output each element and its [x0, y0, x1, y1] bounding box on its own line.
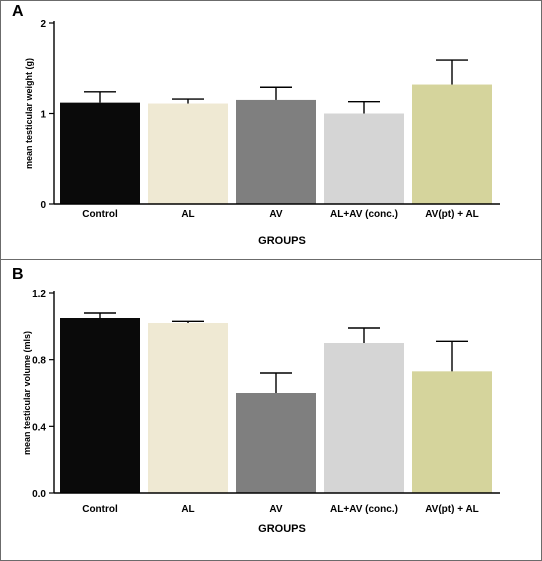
panel-a-y-tick-label-1: 0 — [40, 200, 46, 211]
panel-a-bar-4 — [324, 113, 404, 204]
panel-b-bar-3 — [236, 393, 316, 493]
panel-a-label: A — [12, 3, 24, 20]
panel-a-category-label-5: AV(pt) + AL — [425, 209, 479, 220]
panel-b-x-axis-title: GROUPS — [258, 523, 306, 535]
panel-b-bar-4 — [324, 343, 404, 493]
panel-a-bar-5 — [412, 84, 492, 204]
panel-b-category-label-1: Control — [82, 504, 118, 515]
panel-b-y-tick-label-4: 1.2 — [32, 289, 46, 300]
panel-a-y-tick-label-2: 1 — [40, 110, 46, 121]
panel-a-y-axis-title: mean testicular weight (g) — [24, 58, 34, 169]
panel-b-category-label-2: AL — [181, 504, 194, 515]
panel-a-category-label-4: AL+AV (conc.) — [330, 209, 398, 220]
panel-b-y-tick-label-2: 0.4 — [32, 422, 46, 433]
panel-b-bar-1 — [60, 318, 140, 493]
panel-a-bar-3 — [236, 99, 316, 204]
panel-a-category-label-1: Control — [82, 209, 118, 220]
panel-b-y-axis-title: mean testicular volume (mls) — [22, 331, 32, 455]
panel-b-label: B — [12, 266, 24, 283]
panel-a-bar-2 — [148, 103, 228, 204]
panel-b-y-tick-label-3: 0.8 — [32, 356, 46, 367]
panel-b-category-label-3: AV — [269, 504, 282, 515]
panel-divider — [1, 259, 542, 260]
panel-b-category-label-5: AV(pt) + AL — [425, 504, 479, 515]
panel-a-category-label-2: AL — [181, 209, 194, 220]
panel-b-bar-5 — [412, 371, 492, 493]
panel-a-bar-1 — [60, 102, 140, 204]
panel-b-y-tick-label-1: 0.0 — [32, 489, 46, 500]
panel-b-bar-2 — [148, 323, 228, 493]
panel-a-y-tick-label-3: 2 — [40, 19, 46, 30]
panel-b-category-label-4: AL+AV (conc.) — [330, 504, 398, 515]
panel-a-category-label-3: AV — [269, 209, 282, 220]
panel-a-x-axis-title: GROUPS — [258, 235, 306, 247]
